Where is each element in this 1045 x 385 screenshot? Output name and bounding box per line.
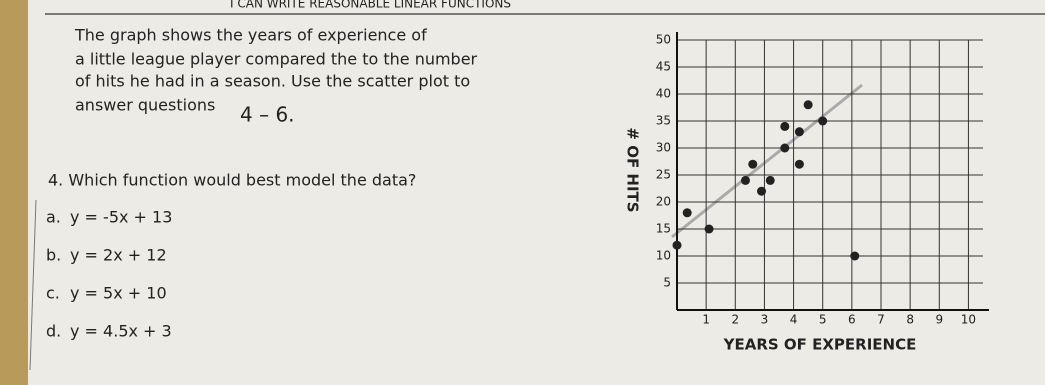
x-tick-label: 2	[731, 313, 739, 327]
point	[748, 159, 758, 169]
point	[704, 224, 714, 234]
option-letter: c.	[46, 284, 60, 303]
y-tick-label: 5	[663, 276, 671, 290]
option-text: y = 5x + 10	[70, 284, 167, 303]
point	[850, 251, 860, 261]
intro-line: answer questions	[75, 96, 215, 115]
point	[740, 175, 750, 185]
question: 4. Which function would best model the d…	[48, 171, 416, 190]
option-letter: b.	[46, 246, 61, 265]
point	[794, 127, 804, 137]
header: I CAN WRITE REASONABLE LINEAR FUNCTIONS	[230, 0, 511, 11]
y-axis-label: # OF HITS	[624, 127, 642, 212]
x-tick-label: 10	[961, 313, 976, 327]
point	[780, 121, 790, 131]
x-tick-label: 8	[906, 313, 914, 327]
y-tick-label: 10	[656, 249, 671, 263]
y-tick-label: 25	[656, 168, 671, 182]
y-tick-label: 30	[656, 141, 671, 155]
y-tick-label: 15	[656, 222, 671, 236]
x-tick-label: 3	[761, 313, 769, 327]
y-tick-label: 45	[656, 60, 671, 74]
option-letter: a.	[46, 208, 61, 227]
x-tick-label: 7	[877, 313, 885, 327]
x-tick-label: 4	[790, 313, 798, 327]
intro-line: a little league player compared the to t…	[75, 50, 478, 69]
x-tick-label: 1	[702, 313, 710, 327]
intro-ref: 4 – 6.	[240, 103, 295, 127]
x-axis-label: YEARS OF EXPERIENCE	[723, 336, 917, 354]
option-text: y = 2x + 12	[70, 246, 167, 265]
y-tick-label: 35	[656, 114, 671, 128]
paper	[28, 0, 1045, 385]
intro-line: of hits he had in a season. Use the scat…	[75, 72, 470, 91]
point	[803, 100, 813, 110]
point	[682, 208, 692, 218]
point	[818, 116, 828, 126]
intro-line: The graph shows the years of experience …	[74, 26, 427, 45]
margin-line	[29, 199, 37, 371]
option-text: y = 4.5x + 3	[70, 322, 172, 341]
trend-line	[671, 83, 863, 239]
point	[765, 175, 775, 185]
x-tick-label: 5	[819, 313, 827, 327]
x-tick-label: 6	[848, 313, 856, 327]
option-letter: d.	[46, 322, 61, 341]
y-tick-label: 50	[656, 33, 671, 47]
option-text: y = -5x + 13	[70, 208, 172, 227]
point	[780, 143, 790, 153]
point	[757, 186, 767, 196]
x-tick-label: 9	[935, 313, 943, 327]
point	[672, 240, 682, 250]
y-tick-label: 20	[656, 195, 671, 209]
y-tick-label: 40	[656, 87, 671, 101]
point	[794, 159, 804, 169]
